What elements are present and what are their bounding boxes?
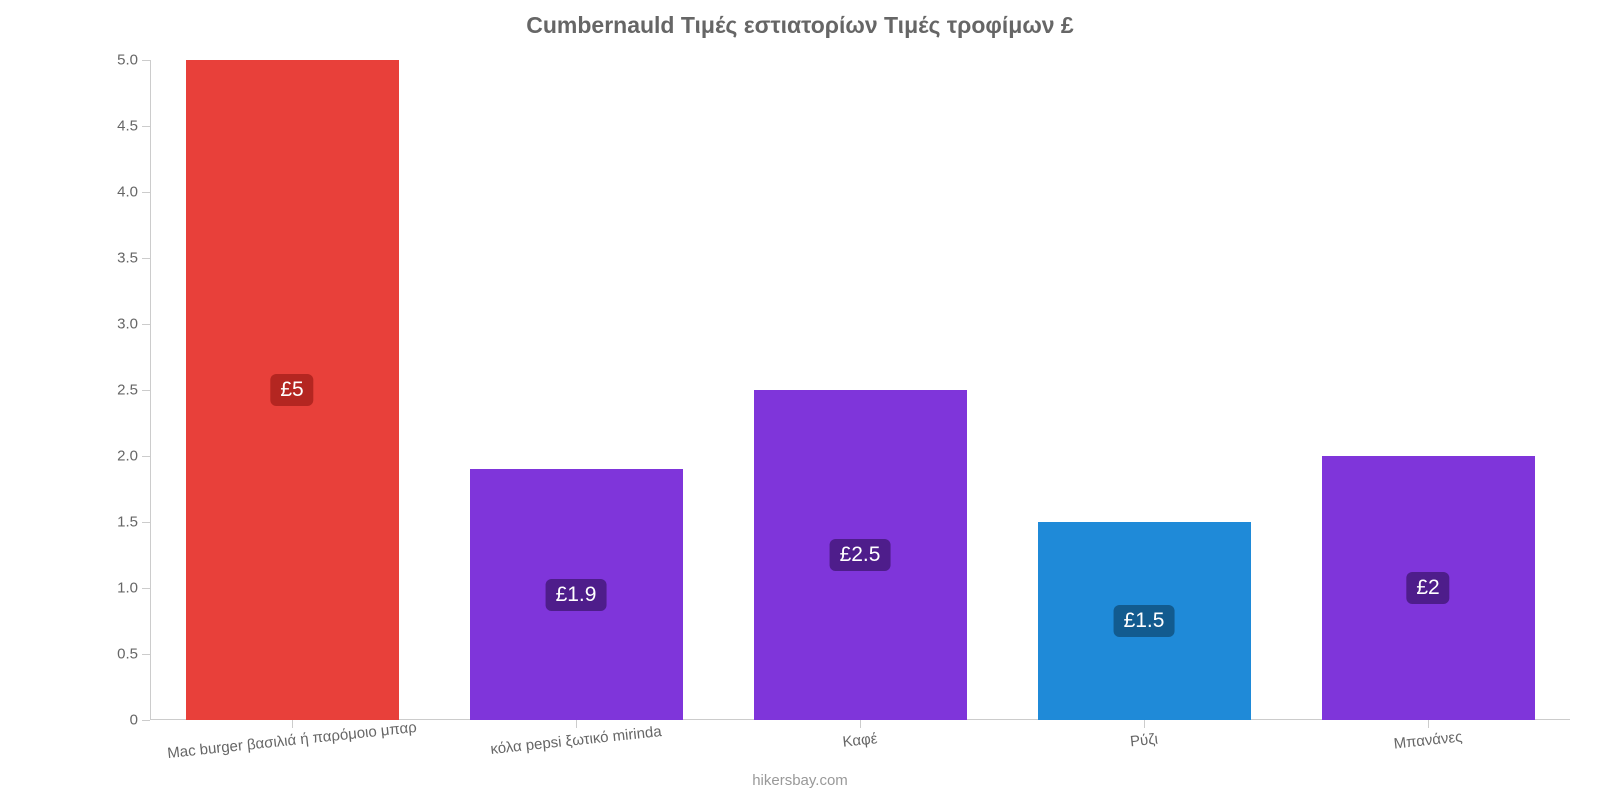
x-tick xyxy=(860,720,861,728)
y-tick-label: 1.5 xyxy=(117,514,150,531)
bar-value-badge: £2 xyxy=(1406,572,1449,604)
x-category-label: Καφέ xyxy=(842,730,879,751)
bar: £2.5 xyxy=(754,390,967,720)
y-tick-label: 4.0 xyxy=(117,184,150,201)
x-tick xyxy=(292,720,293,728)
x-tick xyxy=(1144,720,1145,728)
x-category-label: Ρύζι xyxy=(1129,731,1159,751)
y-axis-line xyxy=(150,60,151,720)
x-tick xyxy=(576,720,577,728)
bar: £5 xyxy=(186,60,399,720)
bar: £1.9 xyxy=(470,469,683,720)
y-tick-label: 0.5 xyxy=(117,646,150,663)
bar-value-badge: £1.9 xyxy=(546,579,607,611)
bar: £1.5 xyxy=(1038,522,1251,720)
y-tick-label: 3.5 xyxy=(117,250,150,267)
y-tick-label: 4.5 xyxy=(117,118,150,135)
y-tick-label: 3.0 xyxy=(117,316,150,333)
bar-value-badge: £2.5 xyxy=(830,539,891,571)
plot-area: 00.51.01.52.02.53.03.54.04.55.0£5£1.9£2.… xyxy=(150,60,1570,720)
x-tick xyxy=(1428,720,1429,728)
chart-container: Cumbernauld Τιμές εστιατορίων Τιμές τροφ… xyxy=(0,0,1600,800)
y-tick-label: 2.0 xyxy=(117,448,150,465)
x-category-label: κόλα pepsi ξωτικό mirinda xyxy=(490,723,663,758)
y-tick-label: 1.0 xyxy=(117,580,150,597)
y-tick-label: 5.0 xyxy=(117,52,150,69)
y-tick-label: 0 xyxy=(130,712,150,729)
chart-title: Cumbernauld Τιμές εστιατορίων Τιμές τροφ… xyxy=(0,12,1600,39)
bar: £2 xyxy=(1322,456,1535,720)
bar-value-badge: £1.5 xyxy=(1114,605,1175,637)
x-category-label: Μπανάνες xyxy=(1393,728,1463,752)
chart-source: hikersbay.com xyxy=(0,772,1600,789)
bar-value-badge: £5 xyxy=(270,374,313,406)
y-tick-label: 2.5 xyxy=(117,382,150,399)
